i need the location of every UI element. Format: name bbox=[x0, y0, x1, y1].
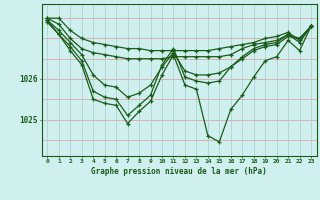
X-axis label: Graphe pression niveau de la mer (hPa): Graphe pression niveau de la mer (hPa) bbox=[91, 167, 267, 176]
